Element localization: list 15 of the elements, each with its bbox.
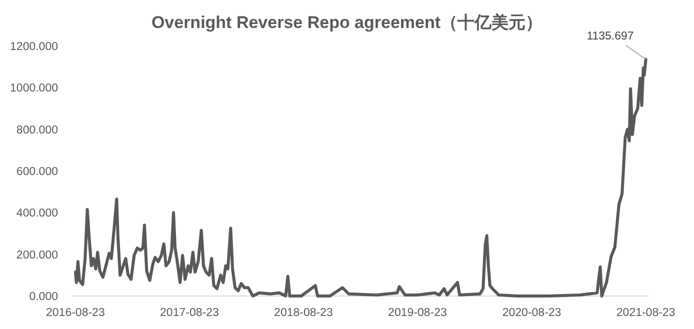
xtick: 2020-08-23 xyxy=(502,307,562,319)
ytick: 600.000 xyxy=(16,166,58,178)
xtick: 2018-08-23 xyxy=(274,307,333,319)
xtick: 2019-08-23 xyxy=(388,307,447,319)
ytick: 1200.000 xyxy=(10,41,58,53)
ytick: 800.000 xyxy=(16,124,58,136)
ytick: 200.000 xyxy=(16,249,58,262)
annotation: 1135.697 xyxy=(586,30,634,42)
ytick: 400.000 xyxy=(16,208,58,220)
title: Overnight Reverse Repo agreement（十亿美元） xyxy=(151,13,543,32)
xtick: 2021-08-23 xyxy=(616,307,676,319)
ytick: 0.000 xyxy=(29,291,58,303)
ytick: 1000.000 xyxy=(10,82,58,95)
xtick: 2016-08-23 xyxy=(46,307,105,319)
xtick: 2017-08-23 xyxy=(160,307,219,319)
